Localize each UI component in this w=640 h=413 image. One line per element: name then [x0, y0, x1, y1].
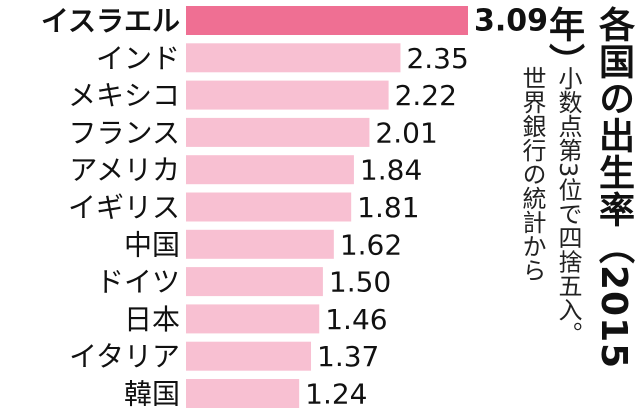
value-label: 3.09	[474, 4, 548, 39]
category-label: インド	[96, 42, 180, 75]
value-label: 1.46	[325, 303, 387, 336]
value-label: 1.84	[360, 154, 422, 187]
bar-6	[186, 229, 334, 259]
category-label: 日本	[124, 303, 180, 336]
chart-title: 各国の出生率（2015年）	[543, 6, 634, 370]
bar-2	[186, 80, 389, 110]
category-label: イギリス	[68, 191, 180, 224]
category-label: 中国	[124, 228, 180, 261]
bar-7	[186, 267, 323, 297]
value-label: 1.81	[357, 191, 419, 224]
value-label: 1.62	[340, 228, 402, 261]
bar-5	[186, 192, 352, 222]
bar-10	[186, 379, 300, 408]
category-label: イタリア	[69, 340, 180, 373]
bar-4	[186, 155, 354, 185]
bar-9	[186, 341, 312, 371]
bar-0	[186, 6, 468, 35]
value-label: 2.35	[406, 42, 468, 75]
bar-1	[186, 43, 401, 73]
bar-8	[186, 304, 320, 334]
bar-3	[186, 117, 370, 147]
value-label: 2.22	[395, 79, 457, 112]
category-label: ドイツ	[96, 266, 180, 299]
category-label: アメリカ	[69, 154, 180, 187]
category-label: メキシコ	[68, 79, 180, 112]
value-label: 1.37	[317, 340, 379, 373]
value-label: 1.24	[305, 378, 367, 411]
category-label: 韓国	[124, 378, 180, 411]
category-label: フランス	[69, 116, 180, 149]
chart-note: 小数点第3位で四捨五入。 世界銀行の統計から	[518, 66, 582, 346]
category-label: イスラエル	[41, 5, 180, 38]
value-label: 2.01	[375, 116, 437, 149]
value-label: 1.50	[329, 266, 391, 299]
